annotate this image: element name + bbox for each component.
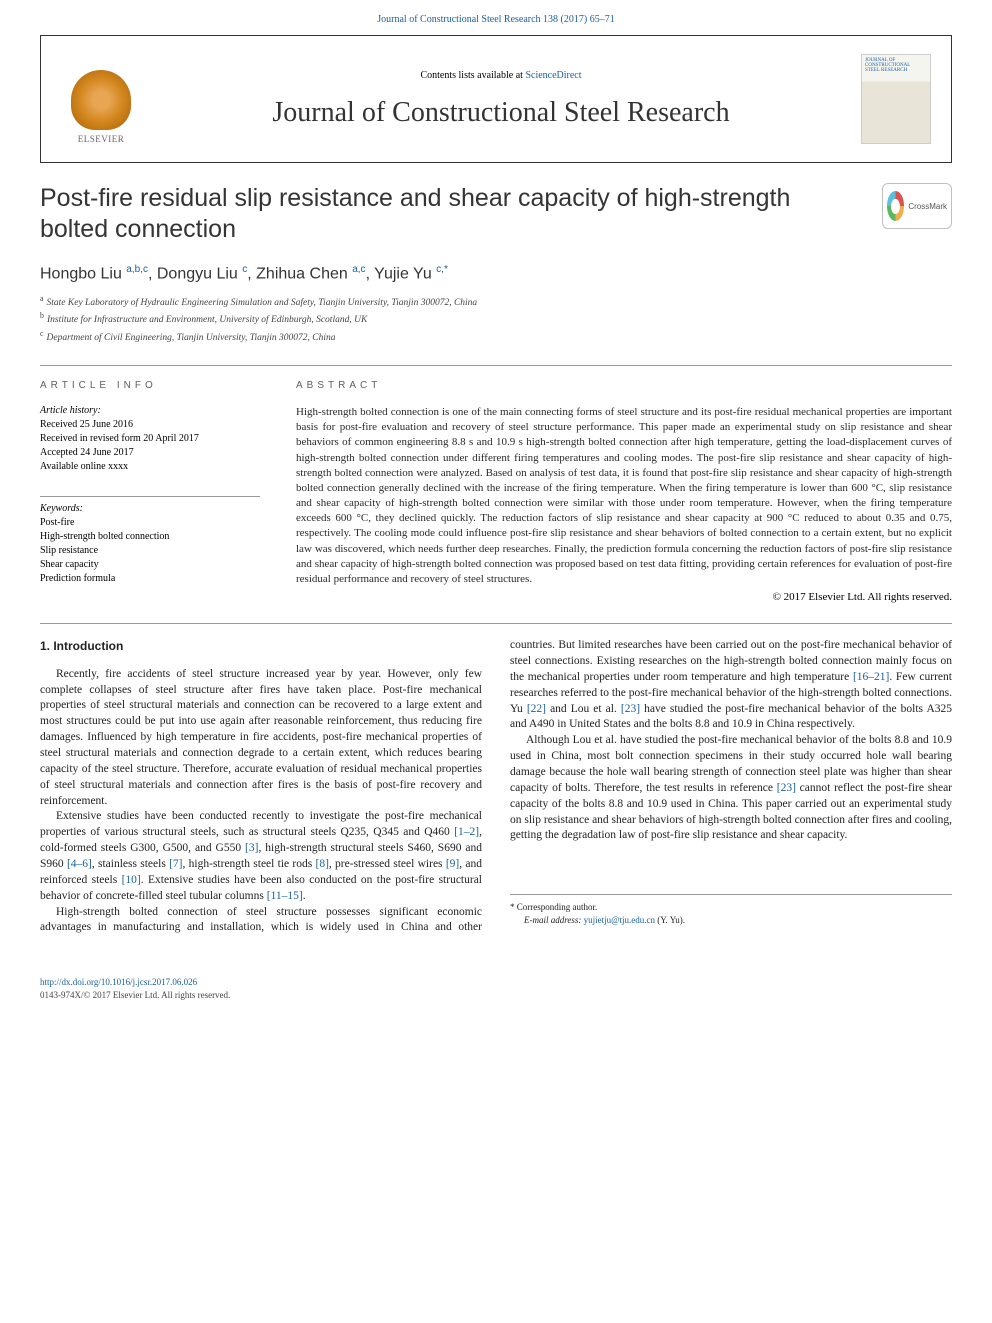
author-2: Dongyu Liu [157, 265, 242, 282]
aff-a: State Key Laboratory of Hydraulic Engine… [47, 298, 478, 308]
sciencedirect-link[interactable]: ScienceDirect [525, 70, 581, 81]
ref-22[interactable]: [22] [527, 703, 546, 715]
affiliations: aState Key Laboratory of Hydraulic Engin… [40, 293, 952, 345]
email-label: E-mail address: [524, 915, 584, 925]
keyword-5: Prediction formula [40, 572, 260, 586]
paragraph-4: Although Lou et al. have studied the pos… [510, 733, 952, 844]
p2-text: . [303, 890, 306, 902]
history-accepted: Accepted 24 June 2017 [40, 446, 260, 460]
contents-line: Contents lists available at ScienceDirec… [141, 70, 861, 81]
author-1: Hongbo Liu [40, 265, 126, 282]
author-3-aff[interactable]: a,c [352, 264, 365, 275]
top-journal-link[interactable]: Journal of Constructional Steel Research… [377, 14, 614, 25]
email-link[interactable]: yujietju@tju.edu.cn [584, 915, 655, 925]
ref-9[interactable]: [9] [446, 858, 459, 870]
cover-text-3: STEEL RESEARCH [865, 68, 927, 73]
ref-4-6[interactable]: [4–6] [67, 858, 92, 870]
keyword-2: High-strength bolted connection [40, 530, 260, 544]
ref-23b[interactable]: [23] [777, 782, 796, 794]
author-1-aff[interactable]: a,b,c [126, 264, 148, 275]
p3-text: and Lou et al. [546, 703, 621, 715]
ref-8[interactable]: [8] [315, 858, 328, 870]
abstract-heading: abstract [296, 380, 952, 391]
paragraph-2: Extensive studies have been conducted re… [40, 809, 482, 904]
abstract-text: High-strength bolted connection is one o… [296, 405, 952, 587]
keyword-4: Shear capacity [40, 558, 260, 572]
aff-c: Department of Civil Engineering, Tianjin… [47, 333, 336, 343]
section-1-heading: 1. Introduction [40, 638, 482, 655]
author-sep: , [247, 265, 256, 282]
corr-label: * Corresponding author. [510, 901, 952, 914]
elsevier-logo: ELSEVIER [61, 54, 141, 144]
aff-b-sup: b [40, 311, 44, 320]
crossmark-label: CrossMark [908, 202, 947, 211]
p2-text: Extensive studies have been conducted re… [40, 810, 482, 838]
p2-text: , high-strength steel tie rods [183, 858, 316, 870]
ref-23[interactable]: [23] [621, 703, 640, 715]
authors-line: Hongbo Liu a,b,c, Dongyu Liu c, Zhihua C… [40, 264, 952, 283]
keywords-label: Keywords: [40, 503, 260, 514]
ref-10[interactable]: [10] [122, 874, 141, 886]
top-journal-citation: Journal of Constructional Steel Research… [0, 0, 992, 35]
aff-c-sup: c [40, 329, 44, 338]
history-label: Article history: [40, 405, 260, 416]
aff-a-sup: a [40, 294, 44, 303]
author-sep: , [366, 265, 375, 282]
page-footer: http://dx.doi.org/10.1016/j.jcsr.2017.06… [40, 976, 952, 1001]
ref-11-15[interactable]: [11–15] [267, 890, 303, 902]
doi-link[interactable]: http://dx.doi.org/10.1016/j.jcsr.2017.06… [40, 977, 197, 987]
history-received: Received 25 June 2016 [40, 418, 260, 432]
crossmark-icon [887, 191, 904, 221]
author-3: Zhihua Chen [256, 265, 352, 282]
ref-16-21[interactable]: [16–21] [853, 671, 889, 683]
paragraph-1: Recently, fire accidents of steel struct… [40, 667, 482, 810]
elsevier-tree-icon [71, 70, 131, 130]
journal-header: ELSEVIER Contents lists available at Sci… [40, 35, 952, 163]
journal-cover-thumbnail: JOURNAL OF CONSTRUCTIONAL STEEL RESEARCH [861, 54, 931, 144]
p2-text: , pre-stressed steel wires [329, 858, 446, 870]
keyword-3: Slip resistance [40, 544, 260, 558]
article-title: Post-fire residual slip resistance and s… [40, 183, 862, 246]
rule [40, 623, 952, 624]
journal-name: Journal of Constructional Steel Research [141, 97, 861, 129]
author-sep: , [148, 265, 157, 282]
aff-b: Institute for Infrastructure and Environ… [47, 315, 367, 325]
p2-text: , stainless steels [92, 858, 169, 870]
email-tail: (Y. Yu). [655, 915, 685, 925]
abstract-copyright: © 2017 Elsevier Ltd. All rights reserved… [296, 591, 952, 603]
ref-3[interactable]: [3] [245, 842, 258, 854]
history-revised: Received in revised form 20 April 2017 [40, 432, 260, 446]
contents-prefix: Contents lists available at [420, 70, 525, 81]
author-4-aff[interactable]: c, [436, 264, 444, 275]
ref-7[interactable]: [7] [169, 858, 182, 870]
body-columns: 1. Introduction Recently, fire accidents… [40, 638, 952, 936]
ref-1-2[interactable]: [1–2] [454, 826, 479, 838]
author-4: Yujie Yu [374, 265, 436, 282]
issn-copyright: 0143-974X/© 2017 Elsevier Ltd. All right… [40, 990, 230, 1000]
article-info-heading: article info [40, 380, 260, 391]
corresponding-author-block: * Corresponding author. E-mail address: … [510, 894, 952, 926]
elsevier-label: ELSEVIER [78, 134, 125, 144]
rule [40, 365, 952, 366]
crossmark-badge[interactable]: CrossMark [882, 183, 952, 229]
history-online: Available online xxxx [40, 460, 260, 474]
author-4-corr[interactable]: * [444, 264, 448, 275]
keyword-1: Post-fire [40, 516, 260, 530]
